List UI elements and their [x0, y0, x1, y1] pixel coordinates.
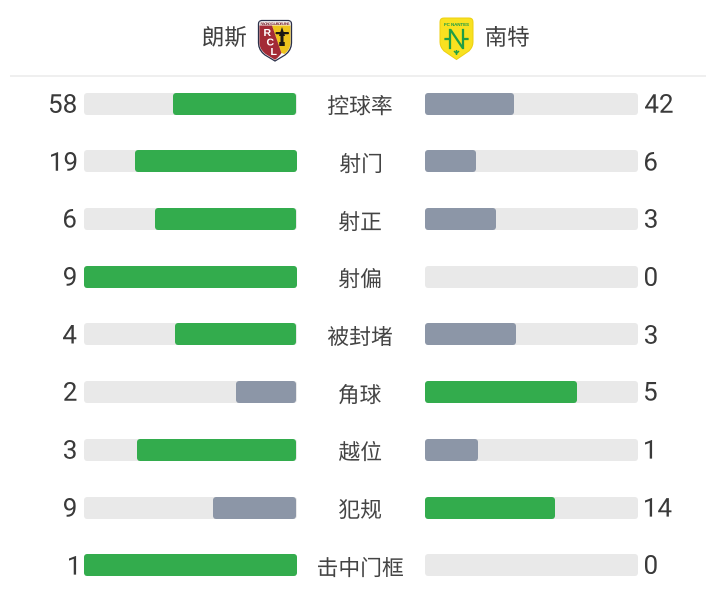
svg-text:RACING CLUB DE LENS: RACING CLUB DE LENS — [261, 21, 291, 25]
svg-text:R: R — [264, 27, 272, 39]
svg-text:L: L — [271, 46, 278, 58]
svg-text:C: C — [267, 36, 275, 48]
svg-text:FC NANTES: FC NANTES — [444, 22, 469, 27]
